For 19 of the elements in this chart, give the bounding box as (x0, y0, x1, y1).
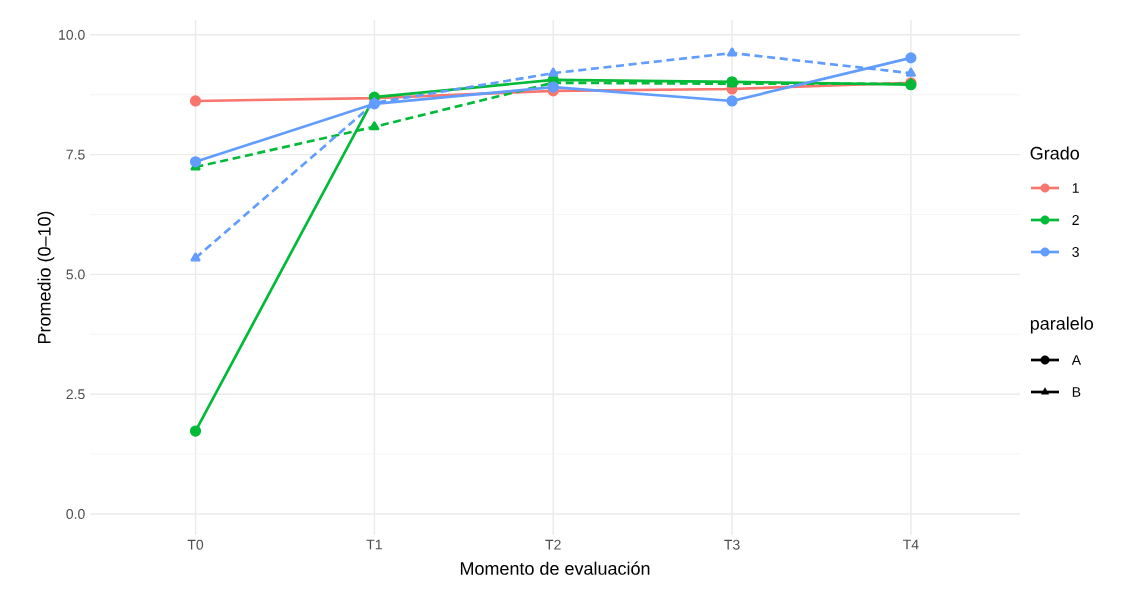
y-tick-label: 5.0 (66, 269, 85, 280)
text: paralelo (1030, 316, 1093, 334)
y-tick-label: 10.0 (59, 29, 85, 40)
x-axis-title: Momento de evaluación (460, 561, 650, 575)
x-tick-label: T0 (187, 539, 204, 550)
text: B (1072, 387, 1081, 397)
legend-label: 3 (1072, 247, 1079, 257)
text: A (1071, 355, 1082, 365)
legend-label: 2 (1072, 215, 1079, 225)
x-tick-label: T1 (366, 539, 382, 550)
legend-title: Grado (1030, 146, 1079, 160)
legend-label: 1 (1072, 183, 1079, 193)
y-tick-label: 2.5 (66, 389, 85, 400)
y-tick-label: 0.0 (66, 508, 85, 519)
x-tick-label: T4 (903, 539, 919, 550)
y-tick-label: 7.5 (66, 149, 85, 160)
x-tick-label: T3 (724, 539, 740, 550)
x-tick-label: T2 (545, 539, 561, 550)
y-axis-title: Promedio (0–10) (37, 211, 55, 344)
